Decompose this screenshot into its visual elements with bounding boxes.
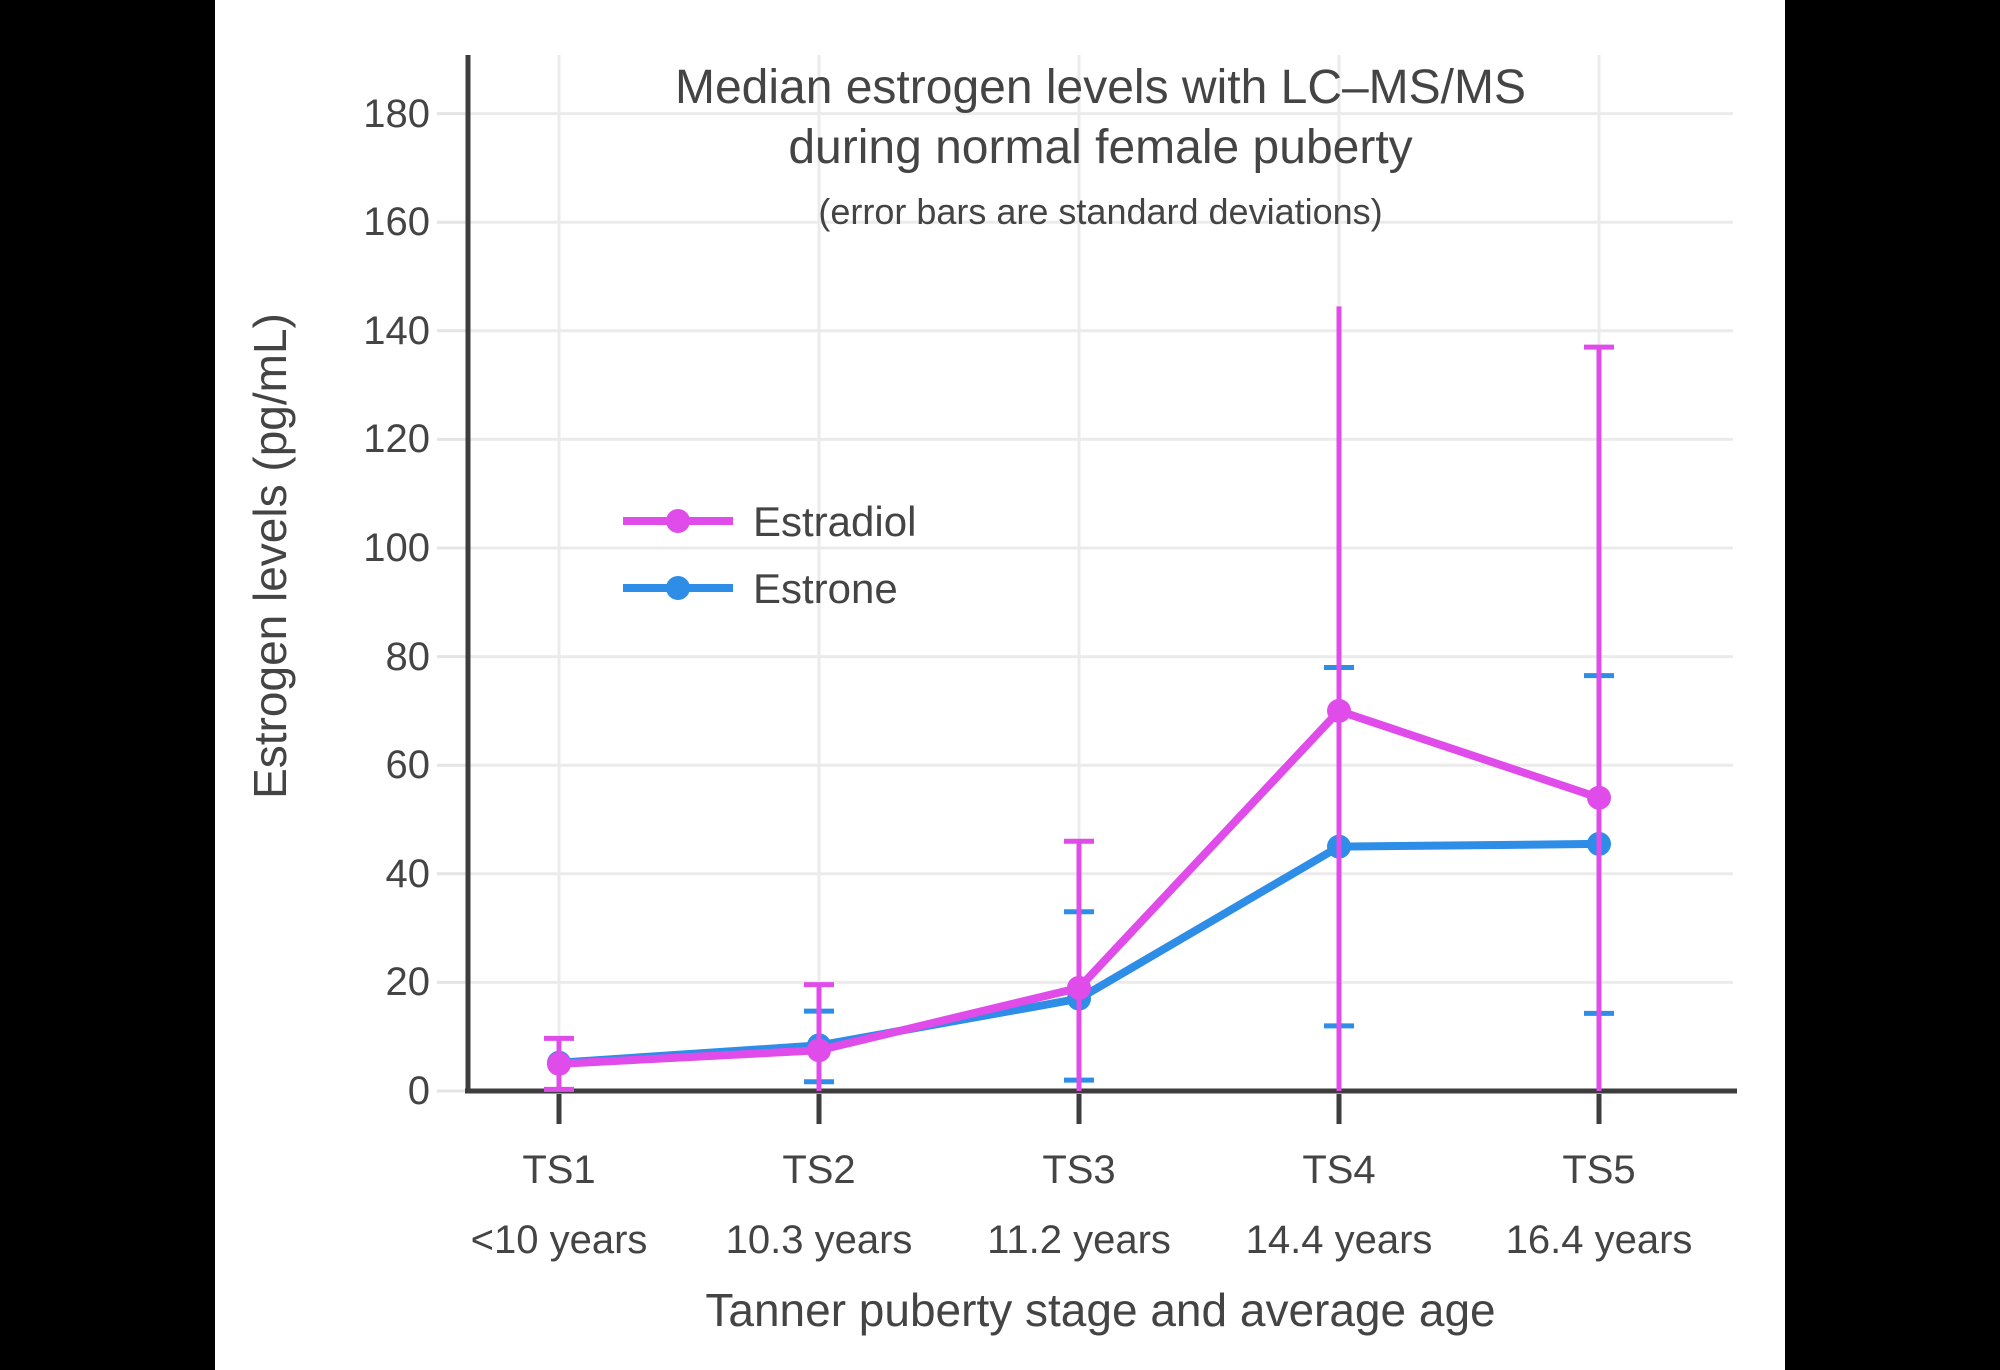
y-tick-label: 140 (363, 308, 430, 353)
chart-title-line2: during normal female puberty (788, 121, 1413, 174)
chart-svg: Estradiol Estrone (437, 55, 1737, 1124)
y-tick-label: 60 (385, 743, 431, 788)
series-estradiol-marker (1327, 698, 1351, 723)
x-tick-stage: TS2 (782, 1148, 856, 1192)
x-axis-title: Tanner puberty stage and average age (705, 1284, 1496, 1336)
legend-label-estrone: Estrone (753, 565, 898, 612)
x-tick-age: 14.4 years (1245, 1218, 1433, 1262)
x-tick-label: TS3 11.2 years (987, 1146, 1171, 1264)
y-tick-label: 100 (363, 526, 430, 570)
x-tick-label: TS4 14.4 years (1246, 1146, 1433, 1264)
series-estradiol-marker (1587, 785, 1611, 810)
x-tick-label: TS5 16.4 years (1506, 1146, 1693, 1264)
chart-title-line1: Median estrogen levels with LC–MS/MS (674, 61, 1527, 114)
x-tick-stage: TS1 (522, 1148, 596, 1192)
x-tick-age: 11.2 years (987, 1218, 1171, 1262)
y-tick-label: 0 (407, 1069, 430, 1113)
chart-title: Median estrogen levels with LC–MS/MS dur… (468, 58, 1733, 178)
x-tick-stage: TS4 (1302, 1148, 1376, 1192)
x-tick-stage: TS3 (1042, 1148, 1116, 1192)
y-tick-label: 40 (385, 851, 431, 896)
chart-panel: Estradiol Estrone Median estrogen levels … (215, 0, 1785, 1370)
x-tick-age: 10.3 years (725, 1218, 913, 1262)
y-tick-label: 120 (363, 417, 430, 462)
series-estradiol-marker (547, 1051, 571, 1076)
series-estradiol-marker (807, 1038, 831, 1063)
x-tick-age: 16.4 years (1505, 1218, 1693, 1262)
chart-subtitle: (error bars are standard deviations) (818, 191, 1383, 232)
legend-marker-estrone (666, 576, 690, 600)
y-tick-label: 180 (363, 91, 430, 136)
x-tick-age: <10 years (470, 1218, 648, 1262)
y-tick-label: 20 (385, 960, 431, 1005)
y-tick-label: 80 (385, 634, 431, 679)
x-tick-label: TS1 <10 years (471, 1146, 648, 1264)
legend-label-estradiol: Estradiol (753, 498, 916, 545)
x-tick-stage: TS5 (1562, 1148, 1636, 1192)
legend-marker-estradiol (666, 509, 690, 533)
series-estradiol-marker (1067, 975, 1091, 1000)
x-tick-label: TS2 10.3 years (726, 1146, 913, 1264)
y-tick-label: 160 (363, 200, 430, 245)
